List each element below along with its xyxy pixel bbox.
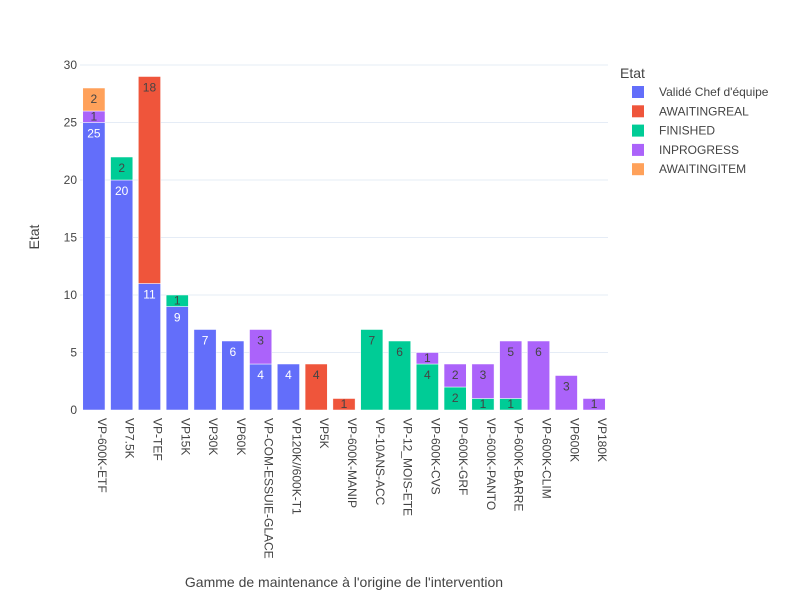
legend-item-label: FINISHED <box>659 124 715 138</box>
bar-value-label: 20 <box>115 184 129 198</box>
bar-segment <box>304 363 328 411</box>
y-tick-label: 25 <box>64 116 78 130</box>
x-tick-label: VP600K <box>567 418 581 462</box>
bar-value-label: 7 <box>202 334 209 348</box>
bar-value-label: 1 <box>424 351 431 365</box>
bar-value-label: 4 <box>285 368 292 382</box>
x-tick-label: VP-600K-CLIM <box>540 418 554 499</box>
legend-swatch <box>632 143 644 156</box>
bar-value-label: 4 <box>313 368 320 382</box>
bar-value-label: 1 <box>174 293 181 307</box>
bar-segment <box>221 340 245 411</box>
bar-segment <box>443 363 467 388</box>
x-tick-label: VP-12_MOIS-ETE <box>401 418 415 516</box>
y-tick-label: 5 <box>70 346 77 360</box>
bar-value-label: 1 <box>91 109 98 123</box>
bar-value-label: 9 <box>174 311 181 325</box>
y-tick-label: 30 <box>64 58 78 72</box>
x-tick-label: VP15K <box>178 418 192 455</box>
x-tick-label: VP60K <box>234 418 248 455</box>
bar-segment <box>582 398 606 411</box>
x-tick-label: VP-600K-ETF <box>95 418 109 493</box>
x-tick-label: VP120K//600K-T1 <box>289 418 303 515</box>
bar-value-label: 2 <box>91 92 98 106</box>
x-tick-label: VP-TEF <box>150 418 164 461</box>
x-tick-label: VP-600K-BARRE <box>512 418 526 511</box>
legend-swatch <box>632 163 644 176</box>
x-tick-label: VP-600K-PANTO <box>484 418 498 510</box>
y-axis-ticks: 0 5 10 15 20 25 30 <box>64 58 78 417</box>
x-tick-label: VP5K <box>317 418 331 449</box>
bar-value-label: 25 <box>87 127 101 141</box>
legend-swatch <box>632 86 644 98</box>
bars <box>82 76 606 411</box>
bar-segment <box>110 156 134 181</box>
legend-item-label: AWAITINGREAL <box>659 104 749 118</box>
bar-value-label: 3 <box>480 368 487 382</box>
bar-segment <box>388 340 411 411</box>
x-tick-label: VP-COM-ESSUIE-GLACE <box>262 418 276 559</box>
bar-segment <box>471 363 495 399</box>
bar-segment <box>193 329 217 411</box>
bar-value-label: 1 <box>341 397 348 411</box>
x-tick-label: VP180K <box>595 418 609 462</box>
y-tick-label: 15 <box>64 231 78 245</box>
bar-segment <box>527 340 550 411</box>
bar-segment <box>332 398 356 411</box>
bar-segment <box>416 352 439 365</box>
bar-value-label: 11 <box>143 288 156 302</box>
bar-value-label: 6 <box>229 345 236 359</box>
x-tick-label: VP7.5K <box>123 418 137 459</box>
legend-item-label: INPROGRESS <box>659 143 739 157</box>
legend: Etat Validé Chef d'équipe AWAITINGREAL FIN… <box>620 65 769 176</box>
y-tick-label: 20 <box>64 173 78 187</box>
bar-labels: 25 1 2 20 2 11 18 9 1 7 6 4 3 4 4 1 7 6 4 1 2 2 1 3 1 5 6 3 1 <box>87 81 598 411</box>
legend-item-label: Validé Chef d'équipe <box>659 85 769 99</box>
bar-value-label: 5 <box>507 345 514 359</box>
legend-swatch <box>632 124 644 137</box>
bar-segment <box>82 87 106 112</box>
bar-segment <box>138 283 161 411</box>
bar-value-label: 2 <box>118 161 125 175</box>
y-axis-title: Etat <box>26 224 42 249</box>
bar-segment <box>110 179 134 411</box>
legend-item-label: AWAITINGITEM <box>659 162 746 176</box>
bar-segment <box>499 340 523 399</box>
bar-value-label: 1 <box>591 397 598 411</box>
bar-value-label: 4 <box>424 368 431 382</box>
x-tick-label: VP-600K-MANIP <box>345 418 359 508</box>
legend-title: Etat <box>620 65 645 81</box>
bar-segment <box>360 329 384 411</box>
x-tick-label: VP-10ANS-ACC <box>373 418 387 506</box>
bar-value-label: 6 <box>535 345 542 359</box>
bar-value-label: 18 <box>143 81 157 95</box>
y-tick-label: 0 <box>70 403 77 417</box>
bar-segment <box>277 363 300 411</box>
x-axis-title: Gamme de maintenance à l'origine de l'in… <box>185 574 503 590</box>
bar-value-label: 2 <box>452 368 459 382</box>
bar-segment <box>82 122 106 411</box>
bar-segment <box>138 76 161 284</box>
x-tick-label: VP-600K-GRF <box>456 418 470 495</box>
bar-value-label: 1 <box>480 397 487 411</box>
x-tick-label: VP30K <box>206 418 220 455</box>
bar-segment <box>165 294 189 307</box>
bar-value-label: 3 <box>563 380 570 394</box>
bar-value-label: 6 <box>396 345 403 359</box>
bar-value-label: 4 <box>257 368 264 382</box>
bar-value-label: 7 <box>368 334 375 348</box>
x-axis-ticks: VP-600K-ETF VP7.5K VP-TEF VP15K VP30K VP60K VP… <box>95 418 609 559</box>
bar-value-label: 3 <box>257 334 264 348</box>
x-tick-label: VP-600K-CVS <box>428 418 442 495</box>
bar-value-label: 1 <box>507 397 514 411</box>
bar-value-label: 2 <box>452 391 459 405</box>
bar-segment <box>554 375 578 411</box>
legend-swatch <box>632 105 644 118</box>
bar-segment <box>249 329 272 365</box>
y-tick-label: 10 <box>64 288 78 302</box>
